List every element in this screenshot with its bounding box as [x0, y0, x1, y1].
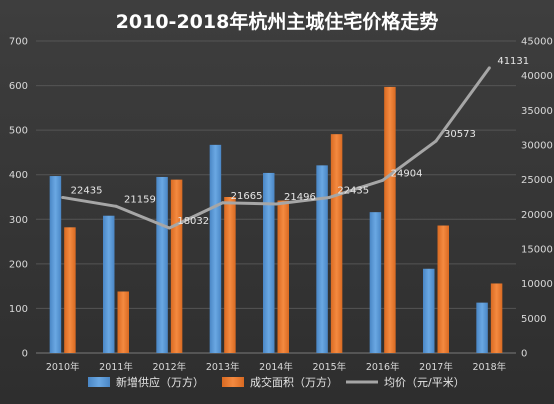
bar-transaction-area	[437, 225, 449, 353]
right-tick-label: 35000	[521, 106, 553, 117]
right-tick-label: 15000	[521, 245, 553, 256]
chart-title: 2010-2018年杭州主城住宅价格走势	[116, 10, 439, 33]
bars	[49, 86, 503, 353]
right-tick-label: 5000	[521, 314, 546, 325]
price-point	[327, 195, 331, 199]
legend-label: 新增供应（万方）	[116, 375, 204, 389]
right-tick-label: 10000	[521, 279, 553, 290]
price-data-label: 21665	[231, 191, 263, 202]
left-y-axis: 0 100 200 300 400 500 600 700	[9, 37, 28, 360]
left-tick-label: 600	[9, 81, 28, 92]
left-tick-label: 400	[9, 170, 28, 181]
right-tick-label: 25000	[521, 175, 553, 186]
grid-lines	[36, 40, 516, 354]
category-label: 2011年	[99, 361, 133, 373]
bar-transaction-area	[277, 200, 289, 353]
price-point	[114, 204, 118, 208]
left-tick-label: 0	[22, 349, 28, 360]
price-point	[221, 201, 225, 205]
category-label: 2018年	[472, 361, 506, 373]
bar-new-supply	[209, 144, 222, 353]
price-point	[381, 178, 385, 182]
bar-new-supply	[103, 215, 115, 353]
category-label: 2014年	[259, 361, 293, 373]
bar-transaction-area	[224, 197, 236, 353]
bar-new-supply	[423, 268, 435, 353]
price-point	[167, 226, 171, 230]
price-point	[274, 202, 278, 206]
price-data-label: 18032	[177, 216, 209, 227]
price-data-label: 21159	[124, 194, 156, 205]
category-label: 2016年	[366, 361, 400, 373]
left-tick-label: 100	[9, 304, 28, 315]
bar-new-supply	[369, 212, 382, 353]
legend-swatch	[222, 377, 244, 387]
price-line	[61, 66, 491, 230]
right-tick-label: 20000	[521, 210, 553, 221]
left-tick-label: 700	[9, 37, 28, 48]
price-data-label: 41131	[497, 56, 529, 67]
bar-transaction-area	[170, 179, 183, 353]
legend-label: 均价（元/平米）	[384, 376, 465, 389]
price-data-label: 24904	[391, 168, 423, 179]
right-tick-label: 45000	[521, 37, 553, 48]
bar-transaction-area	[330, 134, 343, 353]
right-tick-label: 0	[521, 349, 527, 360]
category-label: 2010年	[46, 361, 80, 373]
left-tick-label: 500	[9, 126, 28, 137]
bar-new-supply	[316, 165, 328, 353]
bar-new-supply	[263, 172, 275, 353]
x-axis-categories: 2010年 2011年 2012年 2013年 2014年 2015年 2016年 2017年…	[46, 361, 507, 373]
bar-transaction-area	[64, 227, 76, 353]
legend-label: 成交面积（万方）	[250, 375, 338, 389]
price-data-label: 30573	[444, 129, 476, 140]
price-data-label: 22435	[337, 185, 369, 196]
category-label: 2017年	[419, 361, 453, 373]
legend-swatch	[88, 377, 110, 387]
legend: 新增供应（万方） 成交面积（万方） 均价（元/平米）	[88, 375, 465, 389]
right-y-axis: 0 5000 10000 15000 20000 25000 30000 35000 40000…	[521, 37, 553, 360]
bar-transaction-area	[490, 283, 503, 353]
bar-new-supply	[49, 176, 62, 353]
right-tick-label: 30000	[521, 141, 553, 152]
category-label: 2015年	[312, 361, 346, 373]
bar-transaction-area	[117, 291, 129, 353]
bar-new-supply	[476, 302, 488, 353]
price-point	[487, 66, 491, 70]
right-tick-label: 40000	[521, 71, 553, 82]
price-point	[434, 139, 438, 143]
bar-transaction-area	[384, 86, 396, 353]
category-label: 2012年	[152, 361, 186, 373]
data-labels: 22435 21159 18032 21665 21496 22435 24904 30573…	[71, 56, 529, 227]
price-point	[61, 195, 65, 199]
category-label: 2013年	[206, 361, 240, 373]
price-data-label: 21496	[284, 192, 316, 203]
left-tick-label: 200	[9, 259, 28, 270]
bar-new-supply	[156, 176, 168, 353]
left-tick-label: 300	[9, 215, 28, 226]
price-data-label: 22435	[71, 185, 103, 196]
